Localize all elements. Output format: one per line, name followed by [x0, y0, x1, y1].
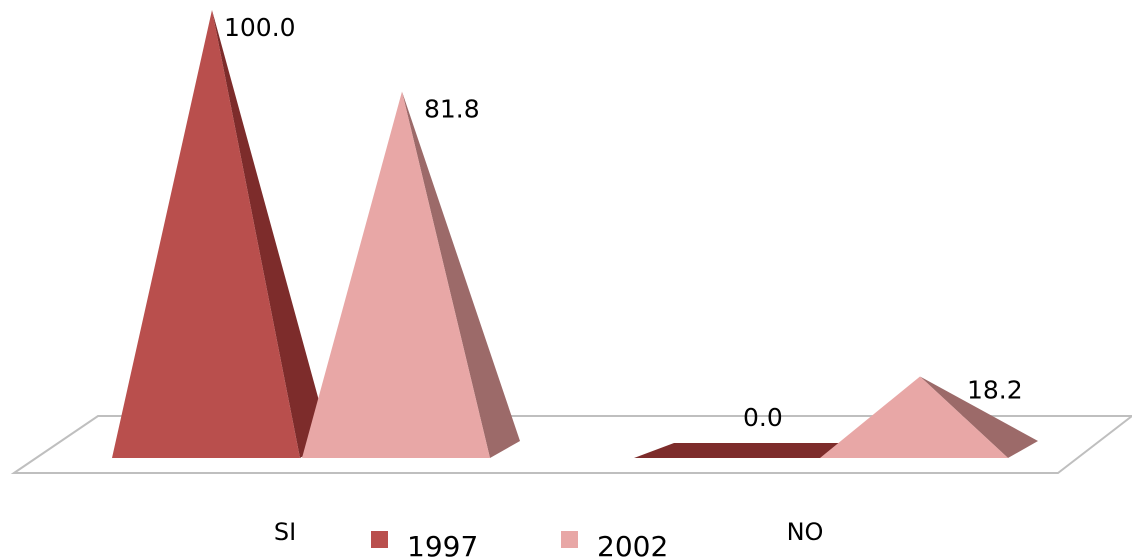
pyramid-flat-base	[634, 443, 842, 458]
pyramid-front-face	[820, 376, 1008, 458]
pyramid-front-face	[302, 91, 490, 458]
pyramid-side-face	[402, 91, 520, 458]
data-label-no-1997: 0.0	[743, 403, 783, 432]
legend-label-1997: 1997	[407, 530, 478, 559]
category-label-no: NO	[787, 518, 824, 546]
pyramid-side-face	[212, 10, 330, 458]
pyramid-no-2002	[820, 376, 1038, 458]
category-labels: SI NO	[274, 518, 824, 546]
pyramid-si-1997	[112, 10, 330, 458]
legend-swatch-1997	[371, 531, 388, 548]
chart-labels: 100.0 0.0 81.8 18.2	[224, 13, 1023, 432]
data-label-si-1997: 100.0	[224, 13, 296, 42]
legend-label-2002: 2002	[597, 530, 668, 559]
legend-swatch-2002	[561, 531, 578, 548]
pyramid-front-face	[112, 10, 300, 458]
data-label-si-2002: 81.8	[424, 95, 480, 124]
data-label-no-2002: 18.2	[967, 375, 1023, 404]
pyramid-no-1997	[634, 443, 842, 458]
legend: 1997 2002	[371, 530, 668, 559]
pyramid-side-face	[920, 376, 1038, 458]
pyramid-si-2002	[302, 91, 520, 458]
chart-marks	[112, 10, 1038, 458]
category-label-si: SI	[274, 518, 296, 546]
